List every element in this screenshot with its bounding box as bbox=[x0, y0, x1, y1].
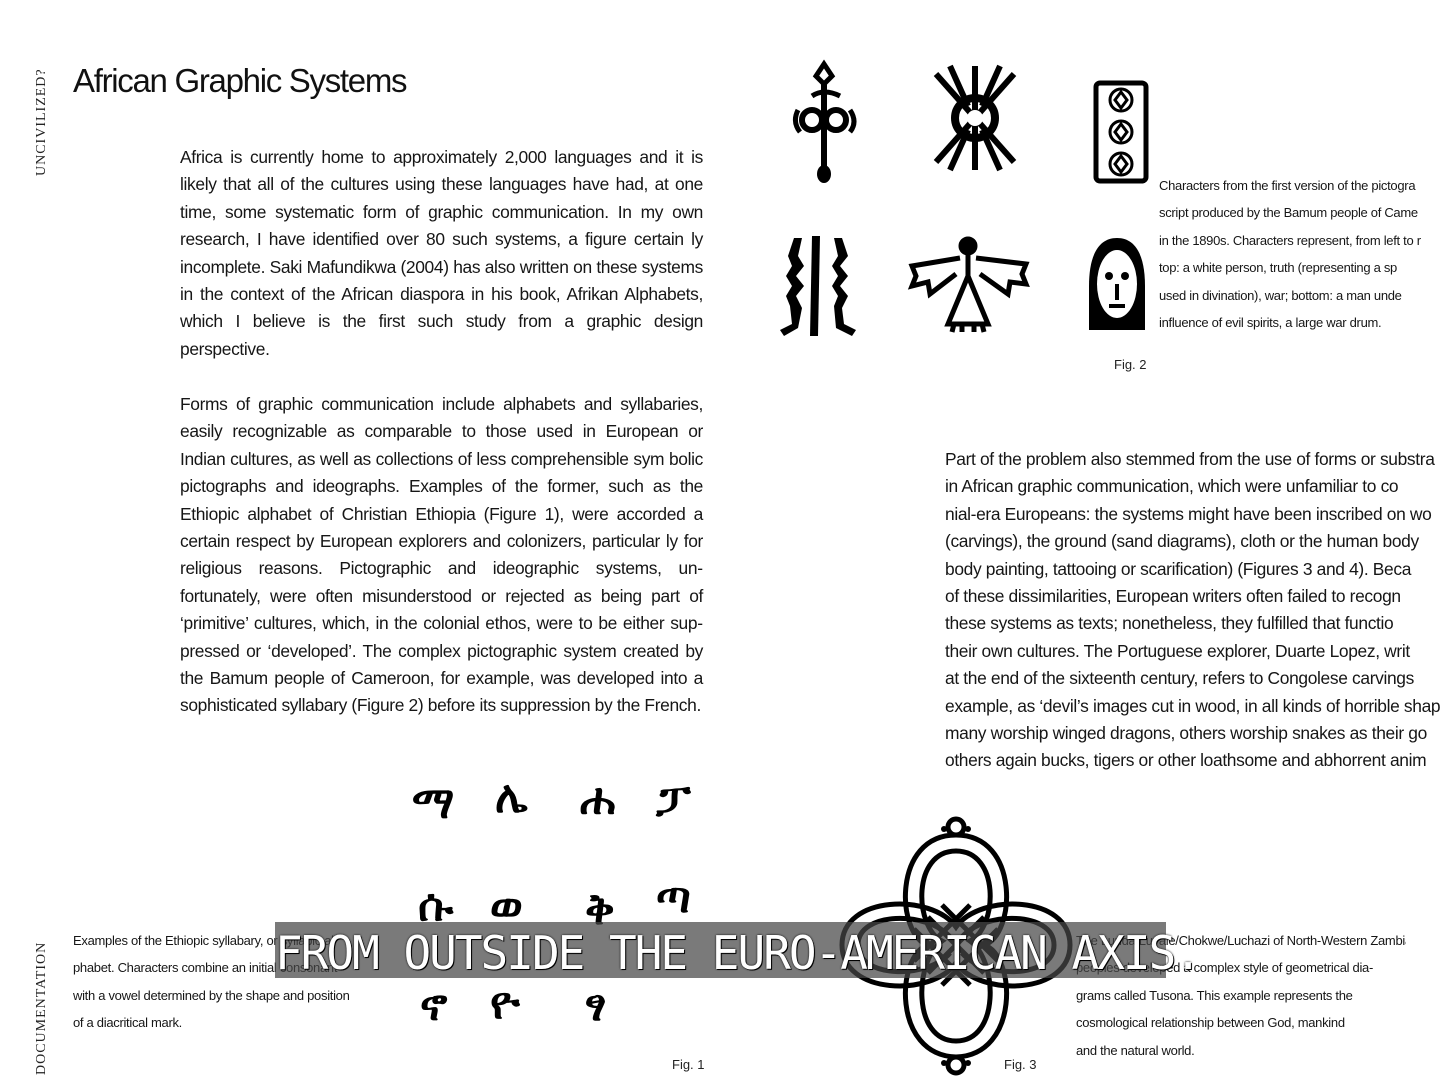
caption-line: script produced by the Bamum people of C… bbox=[1159, 199, 1440, 226]
ethiopic-glyph: ጣ bbox=[656, 876, 691, 920]
paragraph-line: nial-era Europeans: the systems might ha… bbox=[945, 501, 1440, 528]
ethiopic-glyph: ፓ bbox=[656, 778, 691, 822]
body-paragraph-3: Part of the problem also stemmed from th… bbox=[945, 446, 1440, 775]
paragraph-line: many worship winged dragons, others wors… bbox=[945, 720, 1440, 747]
caption-line: grams called Tusona. This example repres… bbox=[1076, 982, 1406, 1009]
body-paragraph-1: Africa is currently home to approximatel… bbox=[180, 144, 703, 363]
caption-line: with a vowel determined by the shape and… bbox=[73, 982, 403, 1009]
ethiopic-glyph: ሌ bbox=[495, 776, 528, 820]
paragraph-line: body painting, tattooing or scarificatio… bbox=[945, 556, 1440, 583]
figure-1-label: Fig. 1 bbox=[672, 1057, 705, 1072]
ethiopic-glyph: ፃ bbox=[585, 984, 606, 1028]
ethiopic-glyph: ሐ bbox=[580, 778, 615, 822]
paragraph-line: of these dissimilarities, European write… bbox=[945, 583, 1440, 610]
ethiopic-glyph: ኖ bbox=[420, 984, 447, 1028]
caption-line: top: a white person, truth (representing… bbox=[1159, 254, 1440, 281]
bamum-white-person-glyph bbox=[790, 62, 862, 184]
bamum-war-drum-glyph bbox=[1087, 236, 1147, 334]
figure-2-label: Fig. 2 bbox=[1114, 357, 1147, 372]
subtitle-overlay: FROM OUTSIDE THE EURO-AMERICAN AXIS. bbox=[275, 922, 1166, 978]
caption-line: used in divination), war; bottom: a man … bbox=[1159, 282, 1440, 309]
ethiopic-glyph: ማ bbox=[412, 782, 454, 826]
paragraph-line: (carvings), the ground (sand diagrams), … bbox=[945, 528, 1440, 555]
caption-line: influence of evil spirits, a large war d… bbox=[1159, 309, 1440, 336]
ethiopic-glyph: ዮ bbox=[490, 982, 520, 1026]
paragraph-line: example, as ‘devil’s images cut in wood,… bbox=[945, 693, 1440, 720]
paragraph-line: at the end of the sixteenth century, ref… bbox=[945, 665, 1440, 692]
bamum-war-glyph bbox=[1093, 80, 1149, 184]
caption-line: of a diacritical mark. bbox=[73, 1009, 403, 1036]
page-title: African Graphic Systems bbox=[73, 62, 406, 100]
sidebar-chapter-label: DOCUMENTATION bbox=[34, 942, 50, 1075]
caption-line: Characters from the first version of the… bbox=[1159, 172, 1440, 199]
caption-line: in the 1890s. Characters represent, from… bbox=[1159, 227, 1440, 254]
caption-line: cosmological relationship between God, m… bbox=[1076, 1009, 1406, 1036]
bamum-man-under-evil-spirits-glyph bbox=[778, 236, 858, 340]
figure-3-label: Fig. 3 bbox=[1004, 1057, 1037, 1072]
bamum-spirit-bird-glyph bbox=[908, 236, 1030, 332]
paragraph-line: their own cultures. The Portuguese explo… bbox=[945, 638, 1440, 665]
figure-2-caption: Characters from the first version of the… bbox=[1159, 172, 1440, 336]
paragraph-line: others again bucks, tigers or other loat… bbox=[945, 747, 1440, 774]
sidebar-section-label: UNCIVILIZED? bbox=[34, 68, 50, 176]
paragraph-line: Part of the problem also stemmed from th… bbox=[945, 446, 1440, 473]
paragraph-line: in African graphic communication, which … bbox=[945, 473, 1440, 500]
subtitle-text: FROM OUTSIDE THE EURO-AMERICAN AXIS. bbox=[275, 926, 1166, 980]
paragraph-line: these systems as texts; nonetheless, the… bbox=[945, 610, 1440, 637]
bamum-truth-glyph bbox=[930, 66, 1020, 170]
body-paragraph-2: Forms of graphic communication include a… bbox=[180, 391, 703, 720]
caption-line: and the natural world. bbox=[1076, 1037, 1406, 1064]
